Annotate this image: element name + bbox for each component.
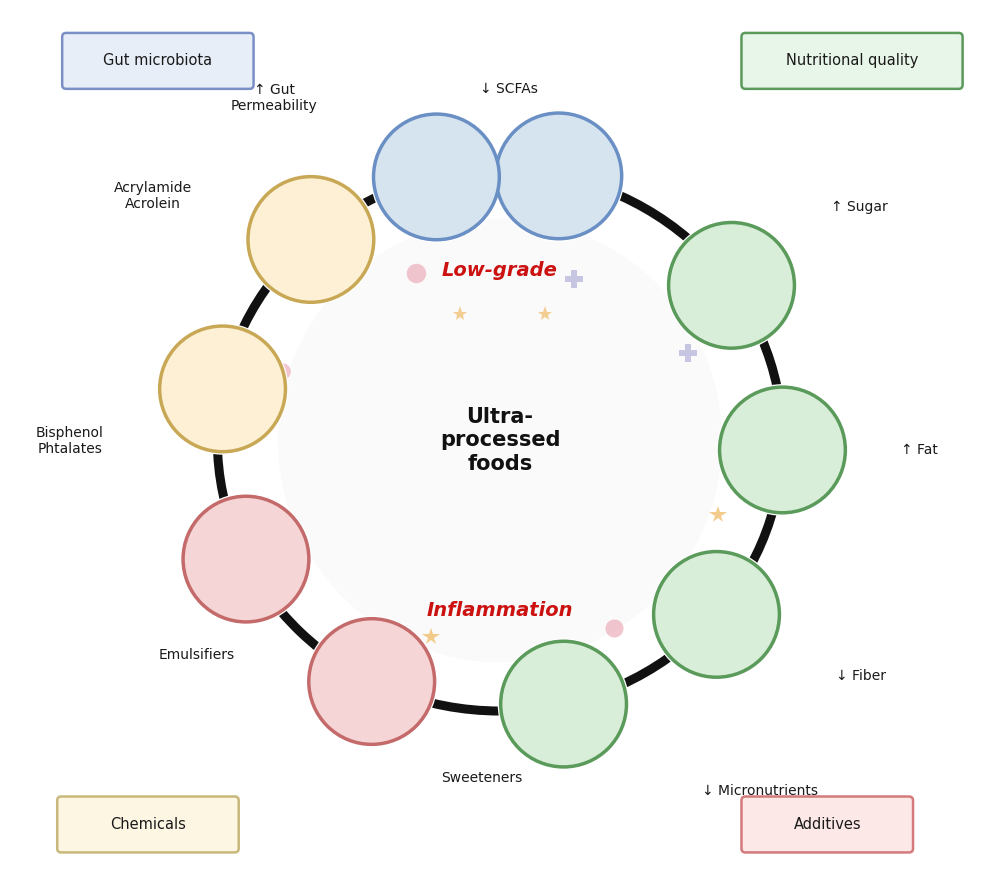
- Text: Acrylamide
Acrolein: Acrylamide Acrolein: [114, 181, 192, 211]
- Text: ↓ Micronutrients: ↓ Micronutrients: [702, 784, 818, 798]
- Circle shape: [669, 223, 794, 348]
- Circle shape: [654, 552, 779, 677]
- FancyBboxPatch shape: [57, 796, 239, 853]
- Text: ↓ Fiber: ↓ Fiber: [836, 669, 886, 683]
- Circle shape: [371, 111, 502, 242]
- Circle shape: [248, 176, 374, 302]
- Circle shape: [183, 496, 309, 622]
- Circle shape: [278, 218, 722, 663]
- Circle shape: [501, 641, 626, 767]
- Circle shape: [493, 110, 625, 241]
- Circle shape: [309, 618, 435, 744]
- FancyBboxPatch shape: [741, 796, 913, 853]
- Circle shape: [245, 174, 377, 305]
- Text: Low-grade: Low-grade: [442, 261, 558, 280]
- Circle shape: [717, 384, 848, 515]
- Circle shape: [306, 616, 438, 747]
- Text: ↓ SCFAs: ↓ SCFAs: [480, 82, 538, 96]
- Text: Bisphenol
Phtalates: Bisphenol Phtalates: [36, 426, 104, 456]
- Text: ↑ Sugar: ↑ Sugar: [831, 200, 887, 214]
- Circle shape: [157, 323, 288, 455]
- Circle shape: [720, 387, 845, 513]
- Circle shape: [180, 493, 312, 625]
- Circle shape: [666, 219, 797, 352]
- Text: Gut microbiota: Gut microbiota: [103, 54, 212, 69]
- Text: Additives: Additives: [793, 817, 861, 832]
- Text: Emulsifiers: Emulsifiers: [158, 648, 234, 663]
- Circle shape: [498, 639, 629, 770]
- Circle shape: [160, 326, 285, 452]
- FancyBboxPatch shape: [741, 33, 963, 89]
- Text: Ultra-
processed
foods: Ultra- processed foods: [440, 407, 560, 474]
- Text: Chemicals: Chemicals: [110, 817, 186, 832]
- Text: ↑ Fat: ↑ Fat: [901, 443, 938, 457]
- Text: Sweeteners: Sweeteners: [441, 771, 522, 785]
- FancyBboxPatch shape: [62, 33, 254, 89]
- Text: ↑ Gut
Permeability: ↑ Gut Permeability: [231, 84, 317, 114]
- Circle shape: [496, 113, 622, 239]
- Circle shape: [651, 549, 782, 680]
- Circle shape: [374, 114, 499, 240]
- Text: Inflammation: Inflammation: [427, 601, 573, 620]
- Text: Nutritional quality: Nutritional quality: [786, 54, 918, 69]
